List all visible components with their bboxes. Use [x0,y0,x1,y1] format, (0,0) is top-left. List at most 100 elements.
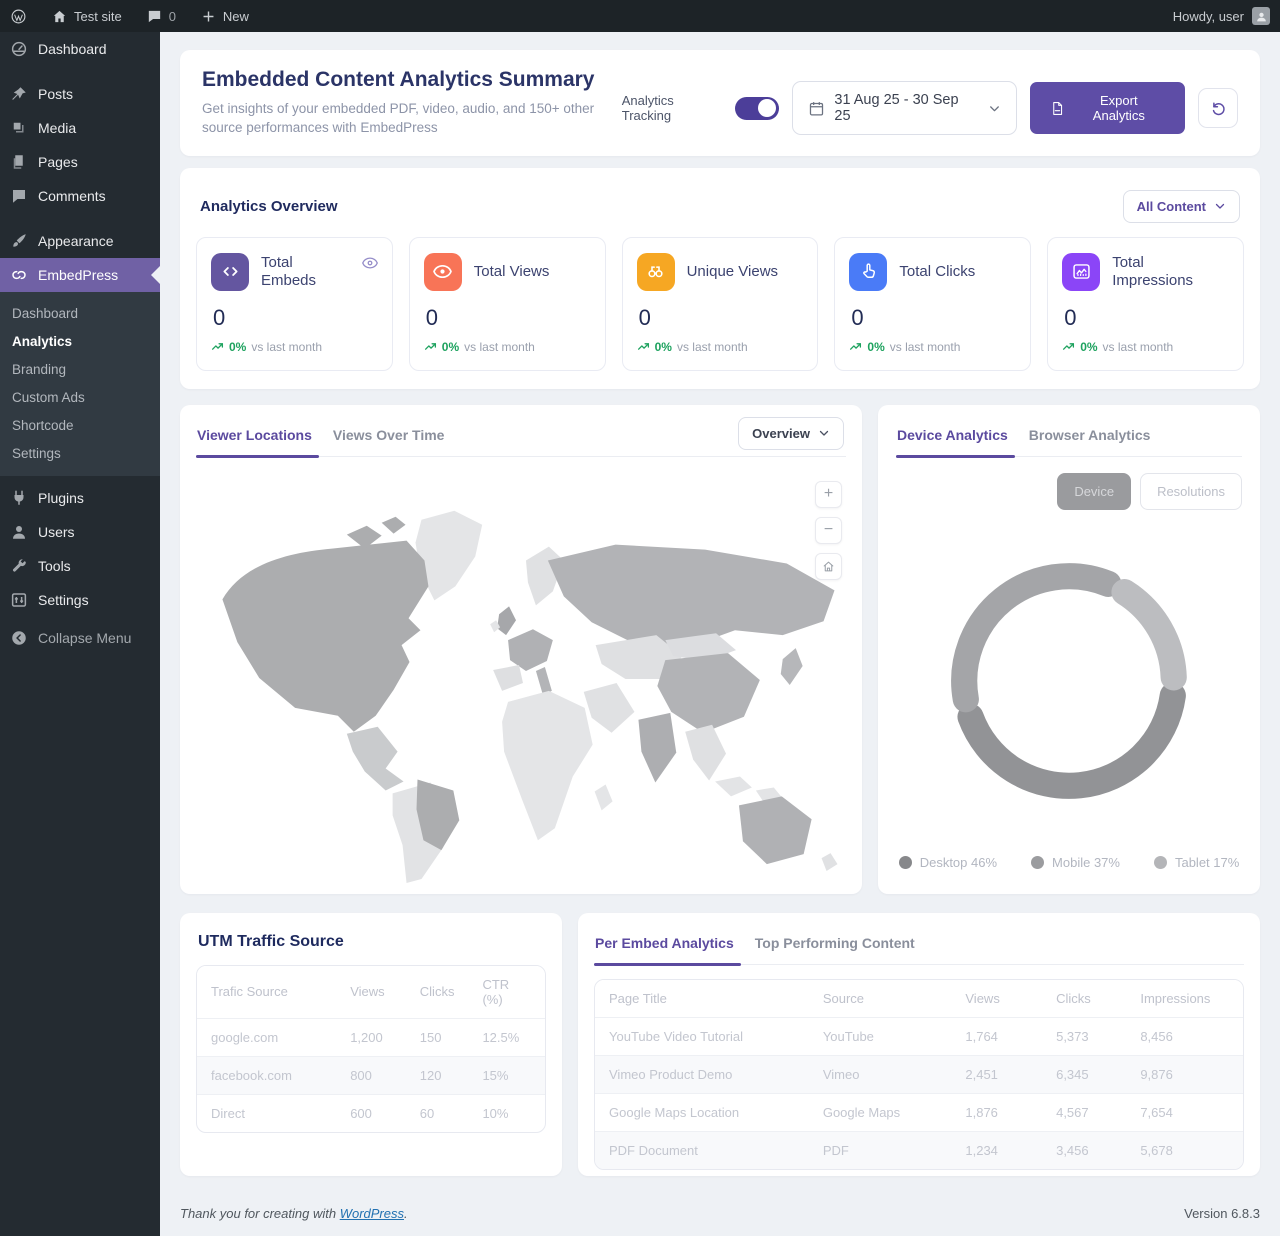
sidebar-item-comments[interactable]: Comments [0,179,160,213]
plugins-icon [10,489,28,507]
submenu-custom-ads[interactable]: Custom Ads [0,383,160,411]
resolutions-segment-button[interactable]: Resolutions [1140,473,1242,510]
appearance-icon [10,232,28,250]
submenu-shortcode[interactable]: Shortcode [0,411,160,439]
dashboard-icon [10,40,28,58]
table-row: google.com1,20015012.5% [197,1019,545,1057]
trend-suffix: vs last month [251,340,322,354]
submenu-branding[interactable]: Branding [0,355,160,383]
comment-count: 0 [169,9,176,24]
tab-top-performing-content[interactable]: Top Performing Content [754,929,916,964]
table-row: Vimeo Product DemoVimeo2,4516,3459,876 [595,1056,1243,1094]
table-row: YouTube Video TutorialYouTube1,7645,3738… [595,1018,1243,1056]
utm-traffic-panel: UTM Traffic Source Trafic Source Views C… [180,913,562,1176]
map-zoom-out-button[interactable]: − [815,517,842,544]
sidebar-item-embedpress[interactable]: EmbedPress [0,258,160,292]
card-label: Unique Views [687,263,778,281]
table-row: facebook.com80012015% [197,1057,545,1095]
sidebar-item-dashboard[interactable]: Dashboard [0,32,160,66]
watch-eye-icon[interactable] [361,254,379,272]
wordpress-link[interactable]: WordPress [340,1206,404,1221]
world-map-svg [196,465,846,883]
code-icon [211,253,249,291]
utm-col-ctr: CTR (%) [468,966,545,1019]
version-text: Version 6.8.3 [1184,1206,1260,1221]
sidebar-item-appearance[interactable]: Appearance [0,224,160,258]
card-value: 0 [851,305,1016,331]
wordpress-logo-icon[interactable] [0,0,37,32]
utm-col-clicks: Clicks [406,966,469,1019]
chevron-down-icon [818,427,830,439]
trend-up-icon [849,340,862,353]
tab-device-analytics[interactable]: Device Analytics [896,421,1009,456]
pushpin-icon [10,85,28,103]
collapse-menu-button[interactable]: Collapse Menu [0,621,160,655]
card-label: Total Impressions [1112,254,1207,290]
sidebar-item-posts[interactable]: Posts [0,77,160,111]
export-analytics-button[interactable]: Export Analytics [1030,82,1185,134]
tab-browser-analytics[interactable]: Browser Analytics [1028,421,1152,456]
trend-suffix: vs last month [890,340,961,354]
card-value: 0 [639,305,804,331]
reset-button[interactable] [1198,88,1238,128]
card-label: Total Views [474,263,550,281]
tab-views-over-time[interactable]: Views Over Time [332,421,446,456]
tracking-label: Analytics Tracking [622,93,727,123]
sidebar-item-users[interactable]: Users [0,515,160,549]
per-embed-table: Page Title Source Views Clicks Impressio… [594,979,1244,1170]
sidebar-label: EmbedPress [38,267,118,283]
click-pointer-icon [849,253,887,291]
content-filter-dropdown[interactable]: All Content [1123,190,1240,223]
legend-label: Desktop 46% [920,855,997,870]
page-title: Embedded Content Analytics Summary [202,68,622,92]
analytics-tracking-toggle[interactable] [735,97,779,120]
reset-icon [1210,100,1227,117]
utm-col-views: Views [336,966,406,1019]
analytics-overview-panel: Analytics Overview All Content Total Emb… [180,168,1260,389]
chevron-down-icon [988,102,1001,115]
pages-icon [10,153,28,171]
sidebar-item-settings[interactable]: Settings [0,583,160,617]
binoculars-icon [637,253,675,291]
footer-period: . [404,1206,408,1221]
submenu-settings[interactable]: Settings [0,439,160,467]
date-range-picker[interactable]: 31 Aug 25 - 30 Sep 25 [792,81,1016,135]
summary-header-card: Embedded Content Analytics Summary Get i… [180,50,1260,156]
site-name-link[interactable]: Test site [41,0,132,32]
sidebar-label: Plugins [38,490,84,506]
pdf-file-icon [1050,101,1065,116]
map-view-dropdown[interactable]: Overview [738,417,844,450]
map-zoom-in-button[interactable]: + [815,481,842,508]
submenu-dashboard[interactable]: Dashboard [0,299,160,327]
card-label: Total Embeds [261,254,331,290]
tools-icon [10,557,28,575]
legend-tablet: Tablet 17% [1154,855,1239,870]
sidebar-label: Users [38,524,75,540]
donut-legend: Desktop 46% Mobile 37% Tablet 17% [896,853,1242,880]
sidebar-item-media[interactable]: Media [0,111,160,145]
world-map[interactable]: + − [196,465,846,883]
legend-dot-mobile [1031,856,1044,869]
legend-dot-tablet [1154,856,1167,869]
tab-viewer-locations[interactable]: Viewer Locations [196,421,313,456]
sidebar-label: Settings [38,592,89,608]
trend-suffix: vs last month [464,340,535,354]
device-segment-button[interactable]: Device [1057,473,1131,510]
comments-shortcut[interactable]: 0 [136,0,186,32]
trend-up-icon [211,340,224,353]
new-content-button[interactable]: New [190,0,259,32]
admin-sidebar: Dashboard Posts Media Pages Comments App… [0,32,160,1236]
submenu-analytics[interactable]: Analytics [0,327,160,355]
filter-label: All Content [1137,199,1206,214]
map-view-label: Overview [752,426,810,441]
sidebar-item-tools[interactable]: Tools [0,549,160,583]
viewer-locations-panel: Viewer Locations Views Over Time Overvie… [180,405,862,894]
collapse-icon [10,629,28,647]
comment-bubble-icon [146,8,163,25]
sidebar-item-plugins[interactable]: Plugins [0,481,160,515]
tab-per-embed-analytics[interactable]: Per Embed Analytics [594,929,735,964]
account-menu[interactable]: Howdy, user [1173,7,1280,25]
trend-value: 0% [442,340,459,354]
sidebar-item-pages[interactable]: Pages [0,145,160,179]
map-home-button[interactable] [815,553,842,580]
